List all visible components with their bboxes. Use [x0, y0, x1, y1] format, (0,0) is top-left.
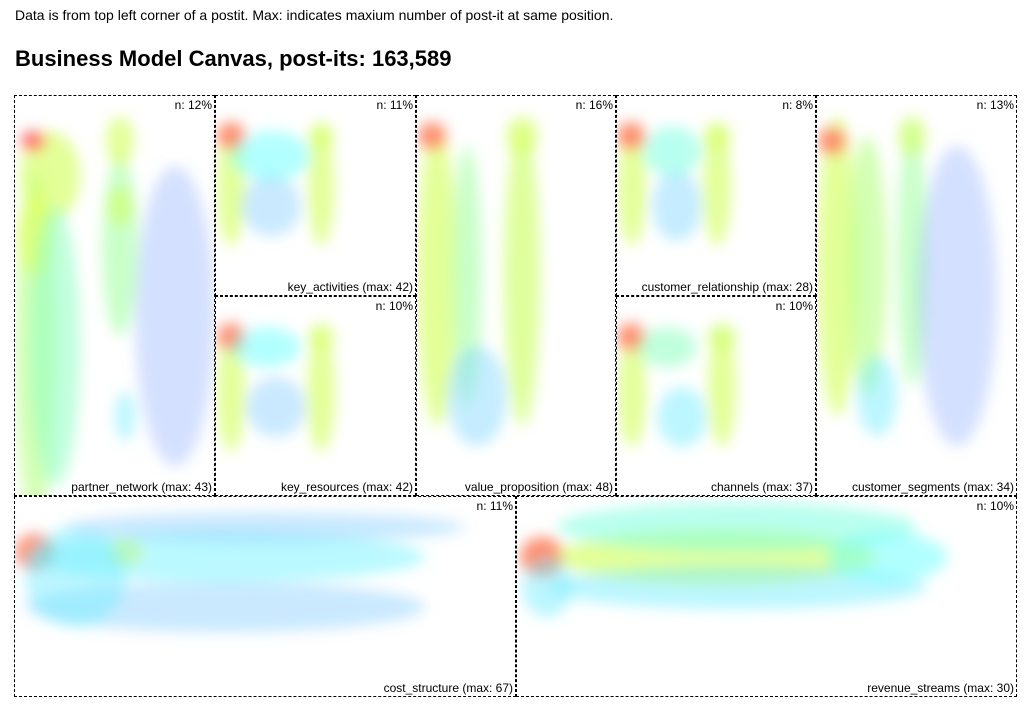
- heatmap-revenue-streams: [520, 502, 947, 617]
- panel-name-label: revenue_streams (max: 30): [867, 681, 1014, 695]
- panel-share-label: n: 8%: [782, 98, 813, 112]
- panel-name-label: key_resources (max: 42): [280, 480, 413, 494]
- heat-blob: [703, 122, 731, 150]
- heat-blob: [847, 136, 887, 396]
- heat-blob: [657, 387, 707, 447]
- panel-key-activities: n: 11% key_activities (max: 42): [215, 95, 416, 296]
- heatmap-cost-structure: [15, 512, 465, 632]
- heat-blob: [102, 156, 138, 336]
- heat-blob: [241, 176, 301, 236]
- panel-share-label: n: 10%: [976, 499, 1014, 513]
- panel-share-label: n: 11%: [376, 98, 413, 112]
- panel-name-label: partner_network (max: 43): [71, 480, 212, 494]
- panel-channels: n: 10% channels (max: 37): [616, 296, 816, 496]
- heat-blob: [106, 116, 134, 166]
- panel-customer-relationship: n: 8% customer_relationship (max: 28): [616, 95, 816, 296]
- heatmap-channels: [617, 323, 736, 447]
- heat-blob: [708, 323, 736, 351]
- heat-blob: [417, 126, 457, 426]
- heat-blob: [618, 126, 646, 246]
- heat-blob: [308, 126, 334, 246]
- heat-blob: [617, 122, 645, 150]
- panel-share-label: n: 16%: [575, 98, 613, 112]
- heat-blob: [818, 127, 846, 155]
- page-title: Business Model Canvas, post-its: 163,589: [15, 46, 452, 71]
- heat-blob: [231, 327, 301, 367]
- panel-name-label: cost_structure (max: 67): [383, 681, 513, 695]
- panel-name-label: key_activities (max: 42): [287, 280, 413, 294]
- heat-blob: [898, 116, 926, 156]
- heat-blob: [857, 356, 897, 436]
- heat-blob: [708, 327, 736, 447]
- heat-blob: [447, 346, 507, 446]
- heat-blob: [307, 332, 335, 452]
- heatmap-customer-segments: [817, 116, 997, 446]
- heat-blob: [308, 122, 334, 150]
- heat-blob: [618, 337, 646, 447]
- panel-customer-segments: n: 13% customer_segments (max: 34): [816, 95, 1017, 496]
- header-note: Data is from top left corner of a postit…: [15, 7, 614, 23]
- heat-blob: [115, 391, 135, 441]
- heat-blob: [246, 377, 306, 437]
- heat-blob: [108, 186, 132, 226]
- heat-blob: [65, 512, 465, 542]
- heat-blob: [703, 126, 731, 246]
- panel-key-resources: n: 10% key_resources (max: 42): [215, 296, 416, 496]
- heat-blob: [557, 502, 917, 552]
- heat-blob: [506, 116, 538, 156]
- panel-share-label: n: 10%: [375, 299, 413, 313]
- panel-name-label: value_proposition (max: 48): [464, 480, 613, 494]
- heat-blob: [217, 332, 245, 452]
- heat-blob: [231, 131, 311, 181]
- heat-blob: [522, 557, 572, 617]
- heat-blob: [25, 527, 125, 627]
- heatmap-partner-network: [15, 116, 214, 495]
- heat-blob: [135, 166, 214, 466]
- heat-blob: [547, 565, 927, 609]
- heat-blob: [25, 532, 425, 582]
- heat-blob: [642, 126, 702, 176]
- heatmap-customer-relationship: [617, 122, 731, 246]
- heatmap-key-resources: [217, 323, 335, 452]
- panel-share-label: n: 13%: [976, 98, 1014, 112]
- panel-share-label: n: 11%: [476, 499, 513, 513]
- heat-blob: [308, 323, 334, 351]
- panel-name-label: channels (max: 37): [710, 480, 813, 494]
- heat-blob: [917, 146, 997, 446]
- heat-blob: [452, 146, 482, 406]
- heatmap-key-activities: [217, 122, 334, 246]
- heat-blob: [30, 206, 80, 486]
- panel-name-label: customer_relationship (max: 28): [641, 280, 813, 294]
- panel-cost-structure: n: 11% cost_structure (max: 67): [14, 496, 516, 697]
- panel-name-label: customer_segments (max: 34): [851, 480, 1014, 494]
- panel-share-label: n: 12%: [174, 98, 212, 112]
- heat-blob: [21, 131, 45, 151]
- heat-blob: [827, 532, 947, 582]
- heat-blob: [25, 582, 425, 632]
- heat-blob: [652, 171, 702, 241]
- heat-blob: [418, 122, 446, 150]
- panel-revenue-streams: n: 10% revenue_streams (max: 30): [516, 496, 1017, 697]
- panel-partner-network: n: 12% partner_network (max: 43): [14, 95, 215, 496]
- heat-blob: [817, 116, 857, 416]
- heat-blob: [504, 126, 540, 426]
- heatmap-value-proposition: [417, 116, 540, 446]
- heat-blob: [637, 327, 697, 367]
- panel-value-proposition: n: 16% value_proposition (max: 48): [416, 95, 616, 496]
- panel-share-label: n: 10%: [775, 299, 813, 313]
